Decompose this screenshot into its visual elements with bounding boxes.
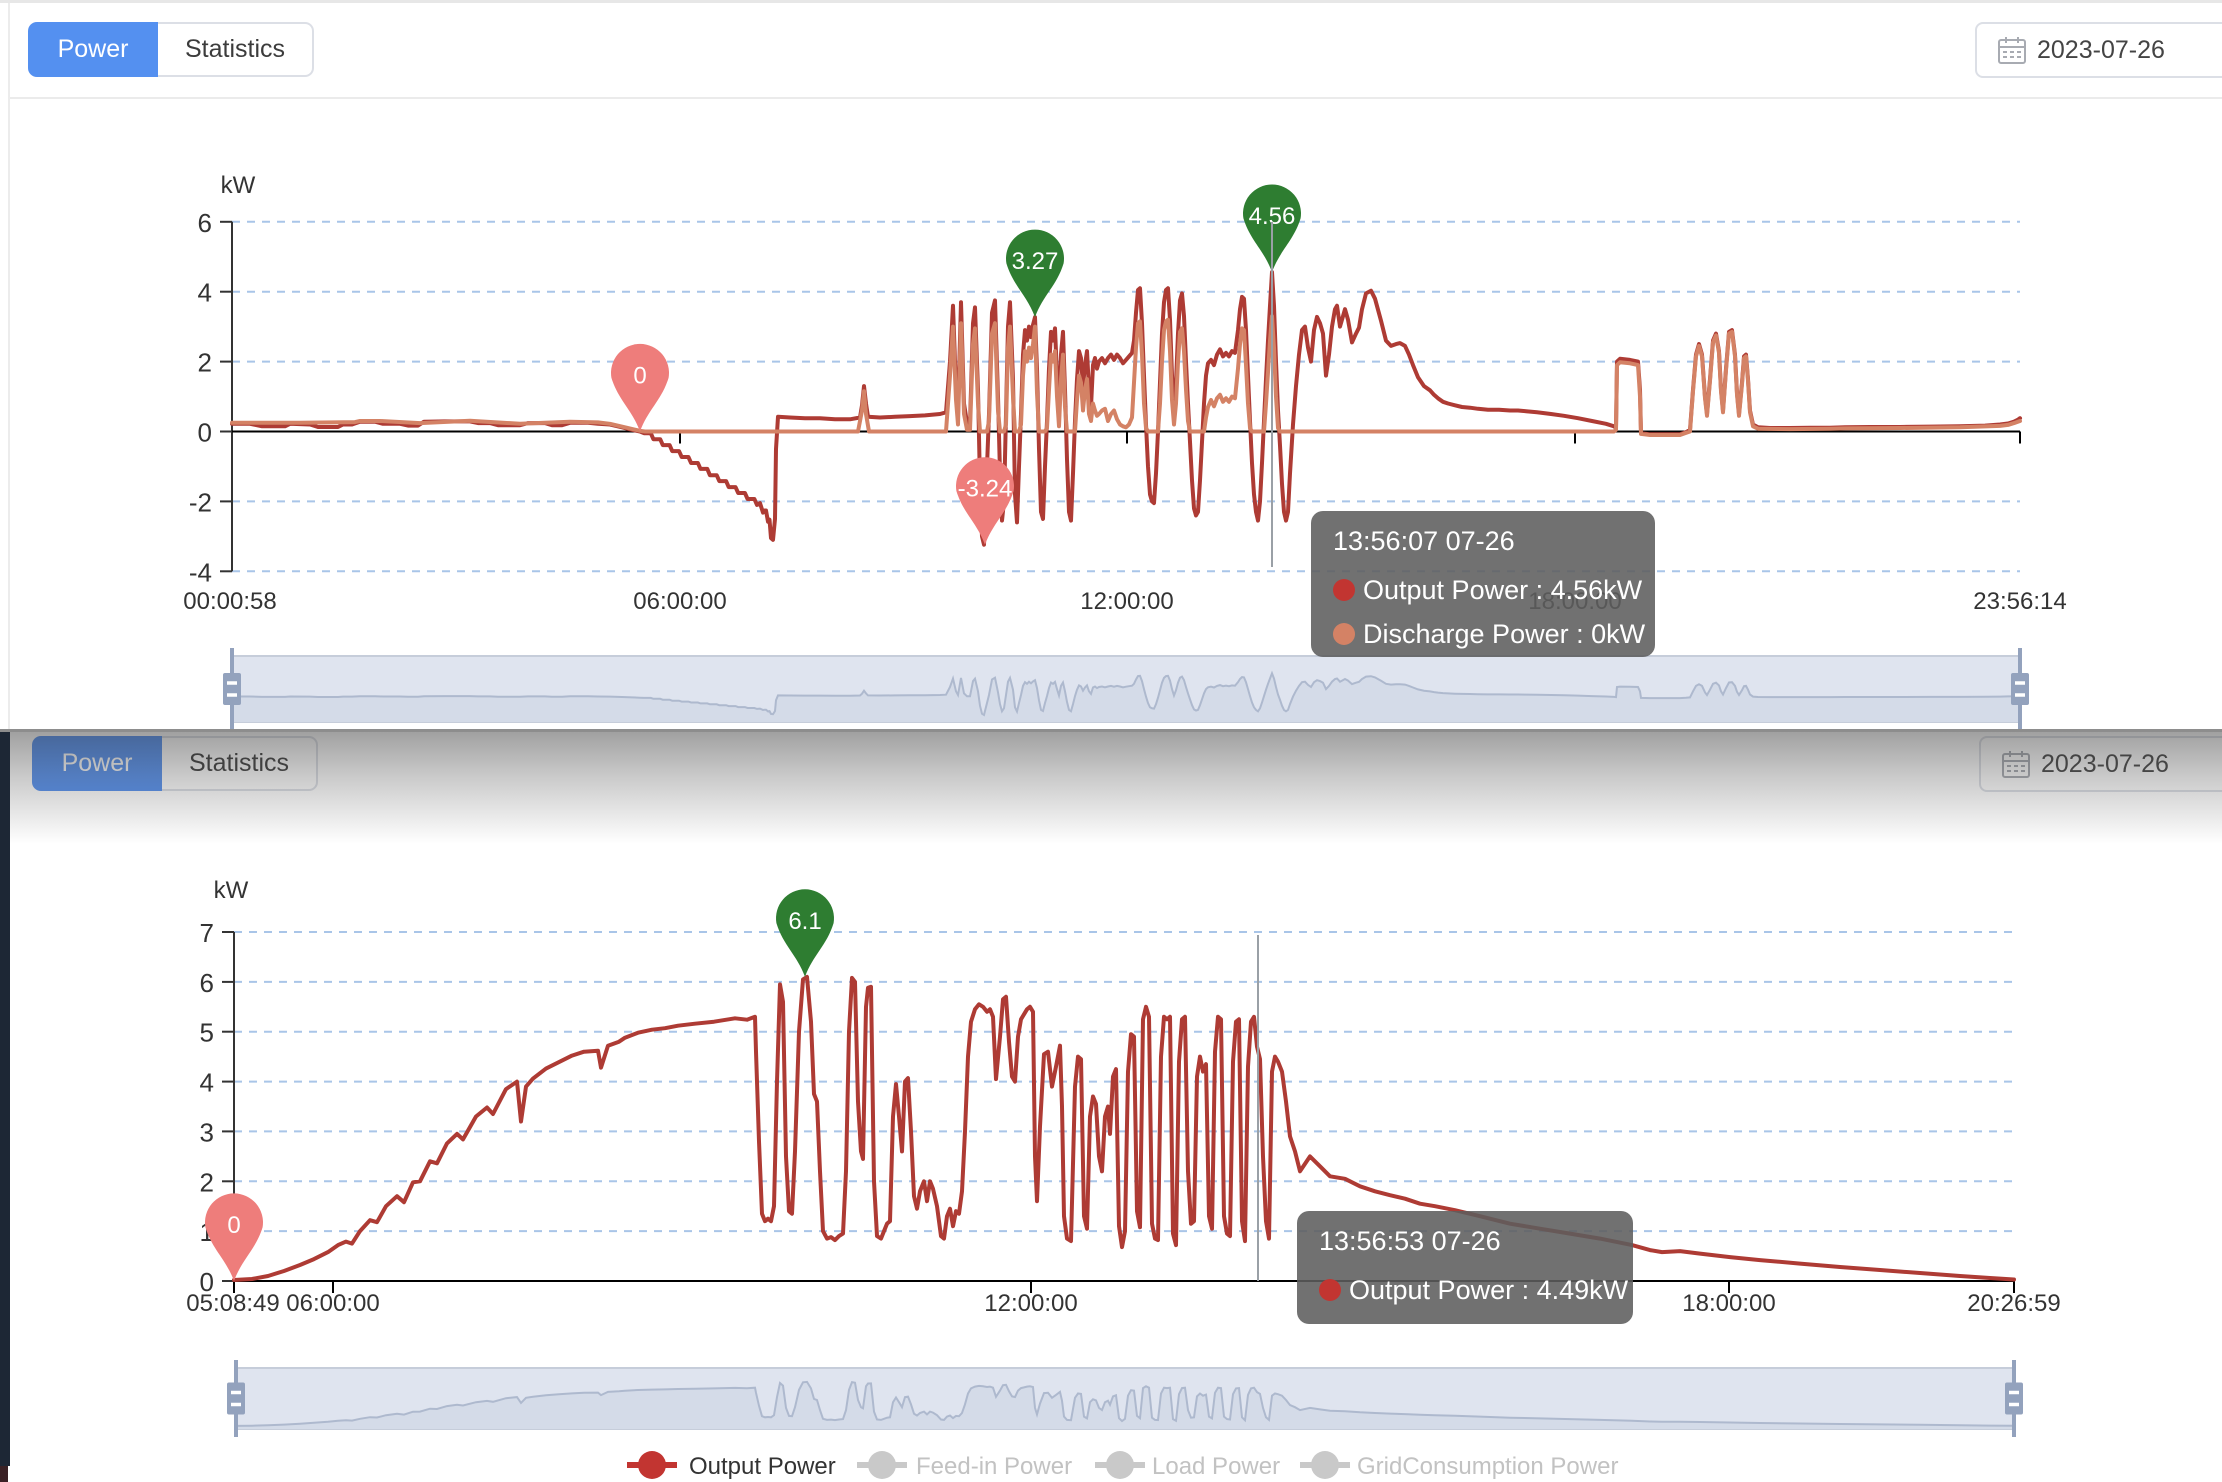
svg-text:Feed-in Power: Feed-in Power — [916, 1453, 1072, 1480]
svg-text:-3.24: -3.24 — [958, 476, 1013, 503]
svg-text:2: 2 — [200, 1167, 214, 1197]
svg-text:6: 6 — [200, 968, 214, 998]
svg-text:2: 2 — [198, 348, 212, 378]
svg-text:GridConsumption Power: GridConsumption Power — [1357, 1453, 1618, 1480]
svg-text:-2: -2 — [189, 487, 212, 517]
svg-text:Load Power: Load Power — [1152, 1453, 1280, 1480]
svg-text:3.27: 3.27 — [1012, 248, 1059, 275]
svg-text:18:00:00: 18:00:00 — [1682, 1290, 1775, 1317]
svg-text:0: 0 — [198, 418, 212, 448]
svg-text:12:00:00: 12:00:00 — [1080, 588, 1173, 615]
svg-text:6.1: 6.1 — [788, 908, 821, 935]
svg-text:5: 5 — [200, 1018, 214, 1048]
svg-text:kW: kW — [221, 172, 256, 199]
svg-text:7: 7 — [200, 918, 214, 948]
svg-text:0: 0 — [227, 1212, 240, 1239]
svg-text:Output Power: Output Power — [689, 1453, 836, 1480]
svg-text:kW: kW — [214, 877, 249, 904]
svg-text:06:00:00: 06:00:00 — [286, 1290, 379, 1317]
svg-text:12:00:00: 12:00:00 — [984, 1290, 1077, 1317]
svg-text:3: 3 — [200, 1117, 214, 1147]
svg-text:00:00:58: 00:00:58 — [183, 588, 276, 615]
svg-text:6: 6 — [198, 208, 212, 238]
svg-text:4: 4 — [198, 278, 212, 308]
svg-text:4: 4 — [200, 1068, 214, 1098]
svg-text:05:08:49: 05:08:49 — [186, 1290, 279, 1317]
svg-text:06:00:00: 06:00:00 — [633, 588, 726, 615]
svg-text:0: 0 — [200, 1267, 214, 1297]
svg-text:20:26:59: 20:26:59 — [1967, 1290, 2060, 1317]
svg-text:-4: -4 — [189, 557, 212, 587]
svg-text:0: 0 — [633, 363, 646, 390]
svg-text:23:56:14: 23:56:14 — [1973, 588, 2066, 615]
